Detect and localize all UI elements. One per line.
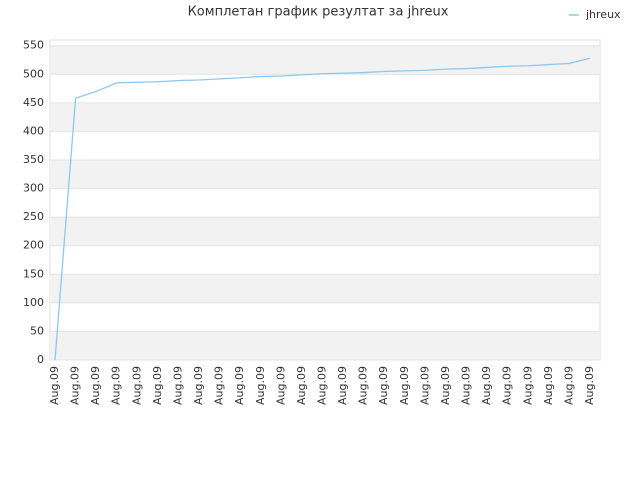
x-tick-label: Aug.09: [439, 366, 452, 405]
y-tick-label: 500: [23, 67, 44, 80]
y-tick-label: 50: [30, 324, 44, 337]
x-tick-label: Aug.09: [192, 366, 205, 405]
y-tick-label: 400: [23, 124, 44, 137]
grid-band: [50, 331, 600, 360]
y-tick-label: 0: [37, 353, 44, 366]
line-series: [54, 57, 591, 361]
x-tick-label: Aug.09: [274, 366, 287, 405]
y-tick-label: 550: [23, 39, 44, 52]
y-tick-label: 350: [23, 153, 44, 166]
grid-band: [50, 274, 600, 303]
x-tick-label: Aug.09: [418, 366, 431, 405]
x-tick-label: Aug.09: [562, 366, 575, 405]
y-tick-label: 100: [23, 296, 44, 309]
grid-band: [50, 217, 600, 246]
grid-band: [50, 102, 600, 132]
x-tick-label: Aug.09: [233, 366, 246, 405]
plot-area: [49, 39, 601, 361]
chart-title: Комплетан график резултат за jhreux: [188, 5, 449, 20]
x-tick-label: Aug.09: [130, 366, 143, 405]
x-tick-label: Aug.09: [316, 366, 329, 405]
y-tick-label: 450: [23, 96, 44, 109]
grid-band: [50, 160, 600, 189]
x-tick-label: Aug.09: [336, 366, 349, 405]
x-tick-label: Aug.09: [151, 366, 164, 405]
x-tick-label: Aug.09: [295, 366, 308, 405]
legend-label: jhreux: [585, 8, 621, 21]
x-tick-label: Aug.09: [583, 366, 596, 405]
x-tick-label: Aug.09: [357, 366, 370, 405]
x-tick-label: Aug.09: [501, 366, 514, 405]
x-tick-label: Aug.09: [69, 366, 82, 405]
grid-band: [50, 45, 600, 75]
y-tick-label: 200: [23, 239, 44, 252]
x-tick-label: Aug.09: [480, 366, 493, 405]
x-tick-label: Aug.09: [398, 366, 411, 405]
x-tick-label: Aug.09: [254, 366, 267, 405]
x-tick-label: Aug.09: [542, 366, 555, 405]
x-tick-label: Aug.09: [377, 366, 390, 405]
y-tick-label: 250: [23, 210, 44, 223]
y-tick-label: 150: [23, 267, 44, 280]
x-tick-label: Aug.09: [460, 366, 473, 405]
x-tick-label: Aug.09: [213, 366, 226, 405]
x-tick-label: Aug.09: [48, 366, 61, 405]
x-tick-label: Aug.09: [171, 366, 184, 405]
x-tick-label: Aug.09: [110, 366, 123, 405]
x-tick-label: Aug.09: [521, 366, 534, 405]
y-tick-label: 300: [23, 182, 44, 195]
x-tick-label: Aug.09: [89, 366, 102, 405]
